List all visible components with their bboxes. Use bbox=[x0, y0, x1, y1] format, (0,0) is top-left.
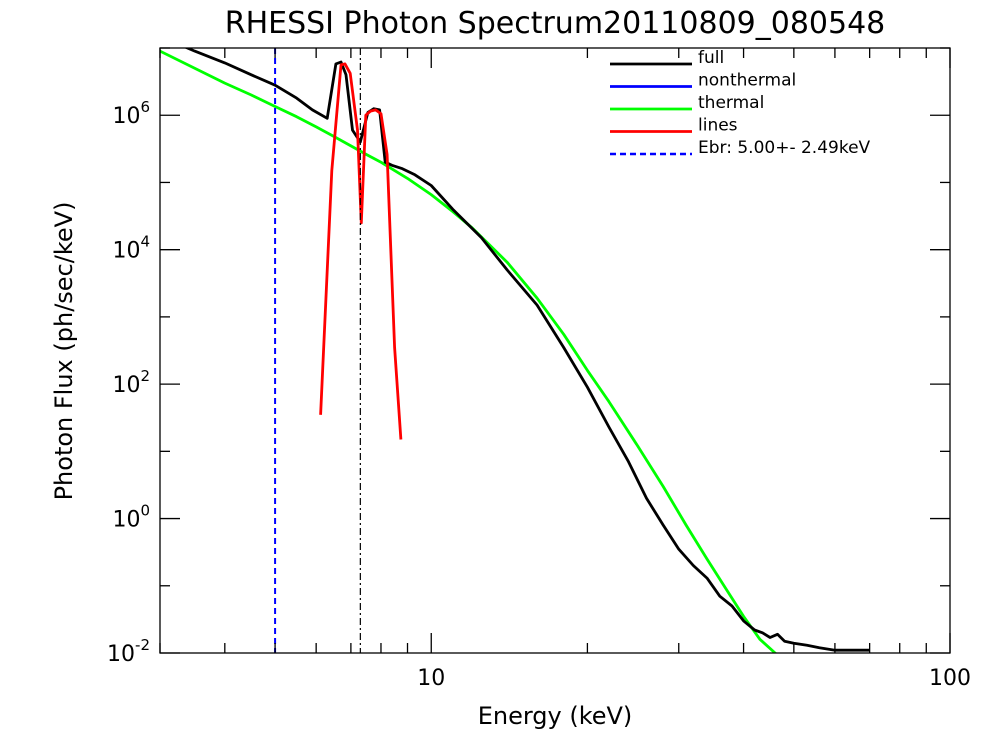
y-tick-exponent: 2 bbox=[140, 367, 150, 385]
y-tick-label: 104 bbox=[112, 233, 150, 264]
y-tick-exponent: 6 bbox=[140, 98, 150, 116]
legend-label-thermal: thermal bbox=[698, 93, 764, 113]
y-tick-exponent: -2 bbox=[135, 636, 150, 654]
y-tick-base: 10 bbox=[112, 239, 140, 264]
y-tick-exponent: 4 bbox=[140, 233, 150, 251]
legend-label-nonthermal: nonthermal bbox=[698, 71, 796, 91]
x-tick-label: 10 bbox=[417, 666, 445, 691]
y-tick-base: 10 bbox=[112, 104, 140, 129]
series-lines-line bbox=[319, 62, 403, 440]
x-axis-label: Energy (keV) bbox=[478, 702, 633, 730]
series-full-line bbox=[183, 48, 870, 652]
legend-label-full: full bbox=[698, 48, 724, 68]
y-tick-base: 10 bbox=[112, 373, 140, 398]
y-tick-base: 10 bbox=[107, 642, 135, 667]
legend-label-ebr: Ebr: 5.00+- 2.49keV bbox=[698, 138, 871, 158]
y-tick-label: 102 bbox=[112, 367, 150, 398]
y-tick-label: 100 bbox=[112, 502, 150, 533]
y-tick-exponent: 0 bbox=[140, 502, 150, 520]
vertical-lines bbox=[274, 48, 361, 653]
y-tick-label: 10-2 bbox=[107, 636, 150, 667]
y-axis-label: Photon Flux (ph/sec/keV) bbox=[50, 202, 78, 501]
legend-label-lines: lines bbox=[698, 116, 738, 136]
x-axis: 10 100 bbox=[159, 48, 971, 691]
y-tick-label: 106 bbox=[112, 98, 150, 129]
series-layer bbox=[160, 48, 870, 653]
plot-frame bbox=[159, 47, 951, 654]
y-tick-base: 10 bbox=[112, 508, 140, 533]
chart-title: RHESSI Photon Spectrum20110809_080548 bbox=[225, 6, 886, 41]
x-tick-label: 100 bbox=[929, 666, 971, 691]
